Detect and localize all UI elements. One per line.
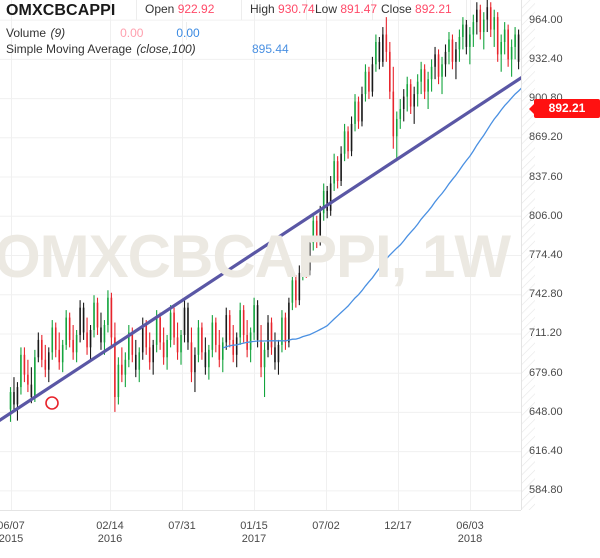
price-tick-label: 774.40: [529, 249, 563, 261]
date-tick-label: 01/15 2017: [240, 520, 268, 546]
price-tick-label: 648.00: [529, 405, 563, 418]
date-tick-label: 02/14 2016: [96, 520, 124, 546]
last-price-arrow: [529, 103, 534, 114]
date-tick-year: 2017: [241, 533, 267, 545]
date-tick-date: 01/15: [240, 520, 268, 532]
price-axis[interactable]: 964.00 932.40 900.80 869.20 837.60 806.00 774.…: [521, 0, 600, 510]
sma-line: [222, 87, 521, 349]
price-tick-label: 837.60: [529, 170, 563, 183]
plot-svg: [0, 0, 521, 510]
chart-watermark: OMXCBCAPPI, 1W: [0, 223, 511, 290]
trend-line[interactable]: [0, 72, 521, 424]
price-tick-label: 869.20: [529, 131, 563, 144]
price-tick-label: 616.40: [529, 445, 563, 458]
price-tick-label: 742.80: [529, 288, 563, 301]
date-tick-date: 12/17: [384, 520, 412, 532]
price-tick-label: 932.40: [529, 52, 563, 65]
price-tick-label: 711.20: [529, 327, 562, 340]
date-tick-label: 06/07 2015: [0, 520, 25, 546]
date-tick-year: 2018: [457, 533, 483, 545]
date-tick-year: 2015: [0, 533, 24, 545]
date-tick-date: 06/03: [456, 520, 484, 532]
price-tick-label: 964.00: [529, 13, 563, 26]
date-tick-label: 07/31: [168, 520, 196, 533]
price-plot-area[interactable]: [0, 0, 521, 510]
price-tick-label: 679.60: [529, 366, 563, 379]
no-data-hatch: [521, 0, 535, 510]
date-tick-label: 12/17: [384, 520, 412, 533]
date-tick-date: 07/31: [168, 520, 196, 532]
price-tick-label: 584.80: [529, 484, 563, 497]
date-tick-label: 06/03 2018: [456, 520, 484, 546]
price-tick-label: 806.00: [529, 209, 563, 222]
candlestick-series: [9, 0, 520, 422]
date-tick-date: 07/02: [312, 520, 340, 532]
chart-gridlines: [0, 0, 521, 510]
last-price-tag: 892.21: [534, 99, 600, 119]
date-tick-date: 02/14: [96, 520, 124, 532]
date-tick-date: 06/07: [0, 520, 25, 532]
date-tick-label: 07/02: [312, 520, 340, 533]
date-tick-year: 2016: [97, 533, 123, 545]
trendline-anchor-marker[interactable]: [45, 396, 59, 410]
date-axis[interactable]: 06/07 2015 02/14 2016 07/31 01/15 2017 07/02 12/…: [0, 510, 521, 558]
